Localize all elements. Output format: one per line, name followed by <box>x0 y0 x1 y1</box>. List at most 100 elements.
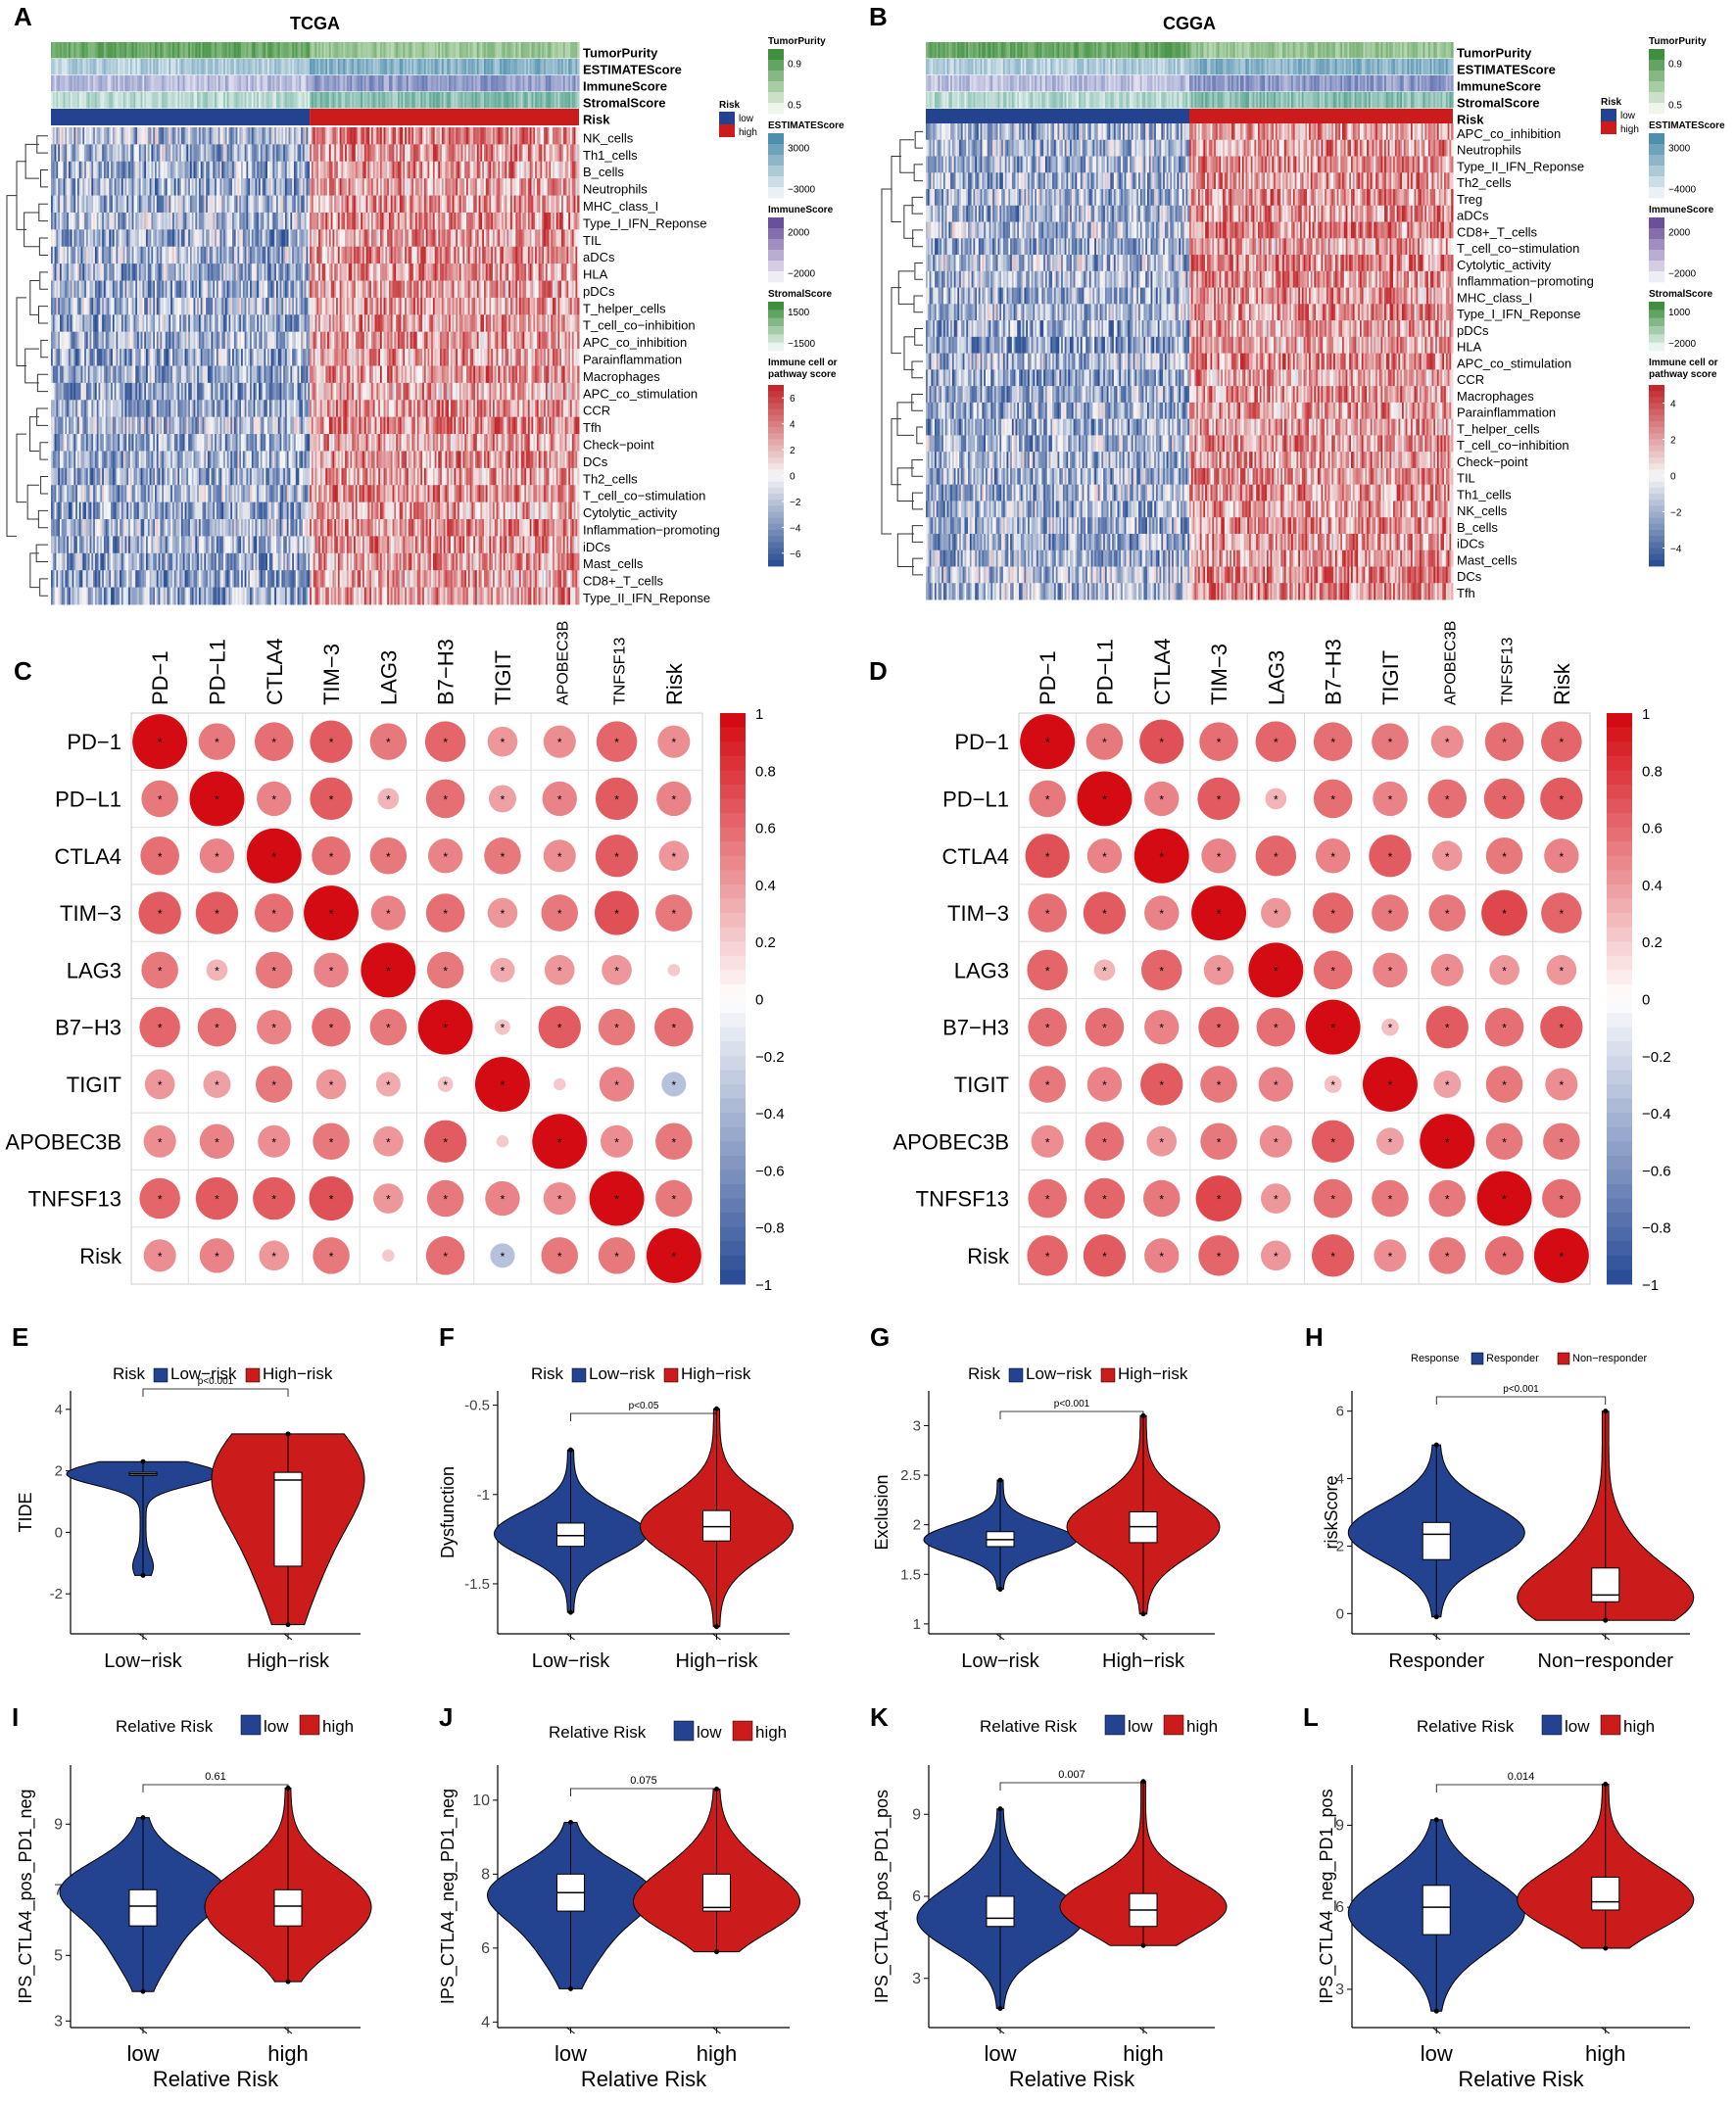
heat-cell <box>144 144 147 163</box>
heat-cell <box>61 246 65 264</box>
heat-cell <box>564 144 567 163</box>
heat-cell <box>216 297 219 315</box>
annotation-cell <box>487 92 490 109</box>
annotation-cell <box>434 42 438 59</box>
heat-cell <box>255 178 258 197</box>
heat-cell <box>503 127 506 145</box>
annotation-cell <box>538 42 542 59</box>
heat-cell <box>485 178 489 197</box>
heat-cell <box>173 246 177 264</box>
heat-cell <box>131 314 134 333</box>
heat-cell <box>204 127 207 145</box>
heat-cell <box>133 263 136 282</box>
heat-cell <box>503 246 506 264</box>
heat-cell <box>520 144 524 163</box>
heat-cell <box>52 178 56 197</box>
heat-cell <box>568 263 571 282</box>
heat-cell <box>129 246 133 264</box>
heat-cell <box>381 229 385 248</box>
heat-cell <box>78 195 82 214</box>
heat-cell <box>480 195 483 214</box>
annotation-cell <box>257 42 260 59</box>
heat-cell <box>87 331 91 350</box>
annotation-cell <box>209 75 213 92</box>
heat-cell <box>118 263 121 282</box>
annotation-cell <box>140 75 144 92</box>
heat-cell <box>387 280 390 299</box>
heat-cell <box>354 161 357 179</box>
heat-cell <box>396 195 399 214</box>
heat-cell <box>137 280 140 299</box>
heat-cell <box>518 314 522 333</box>
heat-cell <box>381 297 385 315</box>
heat-cell <box>250 127 253 145</box>
heat-cell <box>350 161 353 179</box>
annotation-cell <box>111 92 114 109</box>
heat-cell <box>570 263 573 282</box>
heat-cell <box>219 280 222 299</box>
heat-cell <box>383 314 386 333</box>
heat-cell <box>167 195 169 214</box>
annotation-cell <box>559 92 562 109</box>
annotation-cell <box>429 42 432 59</box>
annotation-cell <box>250 59 253 75</box>
annotation-cell <box>440 59 443 75</box>
heat-cell <box>416 144 420 163</box>
annotation-cell <box>332 42 335 59</box>
heat-cell <box>354 263 357 282</box>
heat-cell <box>253 195 256 214</box>
heat-cell <box>458 144 460 163</box>
heat-cell <box>339 297 342 315</box>
heat-cell <box>416 263 420 282</box>
heat-cell <box>557 297 560 315</box>
heat-cell <box>72 178 74 197</box>
heat-cell <box>84 127 87 145</box>
annotation-cell <box>281 59 284 75</box>
annotation-cell <box>359 92 362 109</box>
heat-cell <box>51 144 54 163</box>
annotation-cell <box>367 42 370 59</box>
heat-cell <box>498 195 501 214</box>
heat-cell <box>114 314 117 333</box>
heat-cell <box>155 195 158 214</box>
heatmap-title: TCGA <box>290 14 340 33</box>
heat-cell <box>487 297 490 315</box>
heat-cell <box>406 246 410 264</box>
annotation-cell <box>109 59 112 75</box>
annotation-cell <box>399 59 403 75</box>
annotation-cell <box>171 42 175 59</box>
heat-cell <box>80 212 83 230</box>
annotation-cell <box>392 42 395 59</box>
heat-cell <box>332 195 335 214</box>
heat-cell <box>314 178 317 197</box>
heat-cell <box>492 212 496 230</box>
heat-cell <box>337 144 341 163</box>
heat-cell <box>367 229 370 248</box>
heat-cell <box>93 178 96 197</box>
heat-cell <box>469 127 472 145</box>
heat-cell <box>332 297 335 315</box>
annotation-cell <box>491 42 494 59</box>
heat-cell <box>341 195 344 214</box>
annotation-cell <box>462 75 465 92</box>
annotation-cell <box>485 92 489 109</box>
heat-cell <box>531 161 534 179</box>
annotation-cell <box>173 59 177 75</box>
annotation-cell <box>418 75 421 92</box>
heat-cell <box>91 127 94 145</box>
annotation-cell <box>167 42 169 59</box>
annotation-cell <box>354 59 357 75</box>
heat-cell <box>281 161 284 179</box>
heat-cell <box>191 280 195 299</box>
annotation-cell <box>308 42 311 59</box>
heat-cell <box>361 246 363 264</box>
heat-cell <box>423 263 427 282</box>
annotation-cell <box>501 75 505 92</box>
annotation-cell <box>311 92 314 109</box>
heat-cell <box>416 127 420 145</box>
annotation-cell <box>122 42 126 59</box>
annotation-cell <box>165 75 169 92</box>
heat-cell <box>396 161 399 179</box>
annotation-cell <box>297 75 300 92</box>
annotation-cell <box>361 75 363 92</box>
